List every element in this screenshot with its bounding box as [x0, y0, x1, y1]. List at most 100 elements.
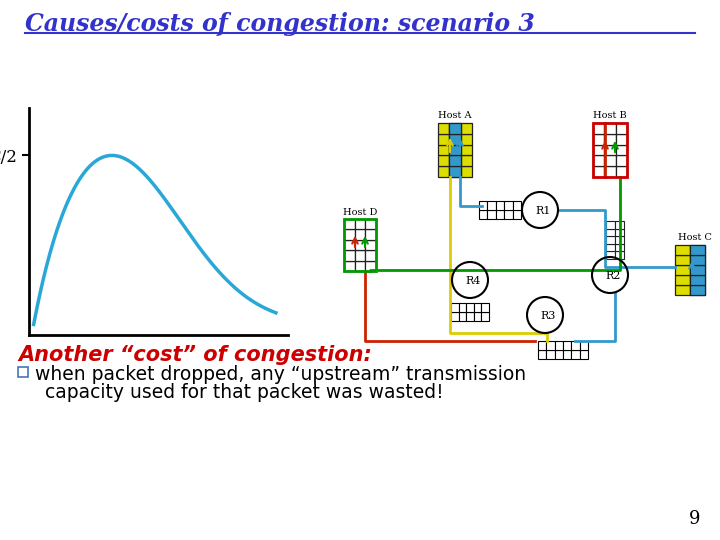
Bar [344, 230, 355, 240]
Bar [690, 275, 705, 285]
Bar [344, 261, 355, 271]
Bar [438, 123, 449, 134]
Bar [449, 145, 461, 156]
Text: 9: 9 [688, 510, 700, 528]
Text: Host B: Host B [593, 111, 627, 120]
Text: Causes/costs of congestion: scenario 3: Causes/costs of congestion: scenario 3 [25, 12, 535, 36]
Bar [690, 255, 705, 265]
Text: capacity used for that packet was wasted!: capacity used for that packet was wasted… [45, 383, 444, 402]
Bar [593, 123, 604, 134]
Bar [616, 123, 627, 134]
Text: Host C: Host C [678, 233, 712, 242]
Bar [606, 228, 615, 236]
Bar [513, 201, 521, 210]
Bar [438, 156, 449, 166]
Bar [344, 219, 376, 271]
Bar [344, 219, 355, 230]
Bar [365, 230, 376, 240]
Bar [438, 145, 449, 156]
Bar [449, 123, 461, 134]
Bar [474, 312, 482, 321]
Bar [554, 350, 563, 359]
Bar [675, 255, 690, 265]
Bar [467, 312, 474, 321]
Bar [690, 275, 705, 285]
Bar [604, 134, 616, 145]
Bar [690, 245, 705, 255]
Text: R3: R3 [540, 311, 556, 321]
Bar [449, 156, 461, 166]
Bar [355, 230, 365, 240]
Bar [604, 166, 616, 177]
FancyBboxPatch shape [18, 367, 28, 377]
Bar [438, 134, 449, 145]
Bar [487, 201, 496, 210]
Bar [449, 166, 461, 177]
Bar [461, 134, 472, 145]
Bar [449, 156, 461, 166]
Bar [616, 166, 627, 177]
Bar [546, 341, 554, 350]
Bar [690, 265, 705, 275]
Bar [487, 210, 496, 219]
Bar [538, 350, 546, 359]
Bar [438, 166, 449, 177]
Bar [616, 134, 627, 145]
Bar [606, 236, 615, 244]
Bar [604, 145, 616, 156]
Bar [461, 156, 472, 166]
Bar [615, 244, 624, 252]
Bar [479, 201, 487, 210]
Bar [538, 341, 546, 350]
Bar [461, 166, 472, 177]
Bar [615, 252, 624, 259]
Bar [355, 219, 365, 230]
Bar [604, 123, 616, 134]
Text: Another “cost” of congestion:: Another “cost” of congestion: [18, 345, 372, 365]
Bar [593, 145, 604, 156]
Bar [690, 285, 705, 295]
Bar [344, 250, 355, 261]
Bar [449, 134, 461, 145]
Bar [580, 350, 588, 359]
Bar [604, 156, 616, 166]
Bar [355, 250, 365, 261]
Bar [461, 123, 472, 134]
Bar [496, 210, 504, 219]
Bar [451, 312, 459, 321]
Bar [690, 265, 705, 275]
Bar [606, 221, 615, 228]
Bar [563, 341, 572, 350]
Bar [572, 350, 580, 359]
Bar [459, 303, 467, 312]
Bar [365, 261, 376, 271]
Bar [546, 350, 554, 359]
Bar [593, 134, 604, 145]
Bar [504, 210, 513, 219]
Bar [355, 240, 365, 250]
Bar [355, 261, 365, 271]
Bar [482, 303, 489, 312]
Bar [474, 303, 482, 312]
Bar [616, 156, 627, 166]
Bar [461, 145, 472, 156]
Bar [449, 145, 461, 156]
Text: R1: R1 [535, 206, 551, 216]
Bar [690, 245, 705, 255]
Bar [690, 255, 705, 265]
Bar [496, 201, 504, 210]
Bar [615, 236, 624, 244]
Text: $\lambda'_{in}$: $\lambda'_{in}$ [155, 282, 195, 310]
Bar [504, 201, 513, 210]
Bar [593, 123, 627, 177]
Bar [467, 303, 474, 312]
Bar [344, 240, 355, 250]
Bar [459, 312, 467, 321]
Bar [690, 285, 705, 295]
Text: when packet dropped, any “upstream” transmission: when packet dropped, any “upstream” tran… [35, 365, 526, 384]
Text: R4: R4 [465, 276, 481, 286]
Bar [365, 219, 376, 230]
Text: Host A: Host A [438, 111, 472, 120]
Bar [554, 341, 563, 350]
Bar [675, 245, 690, 255]
